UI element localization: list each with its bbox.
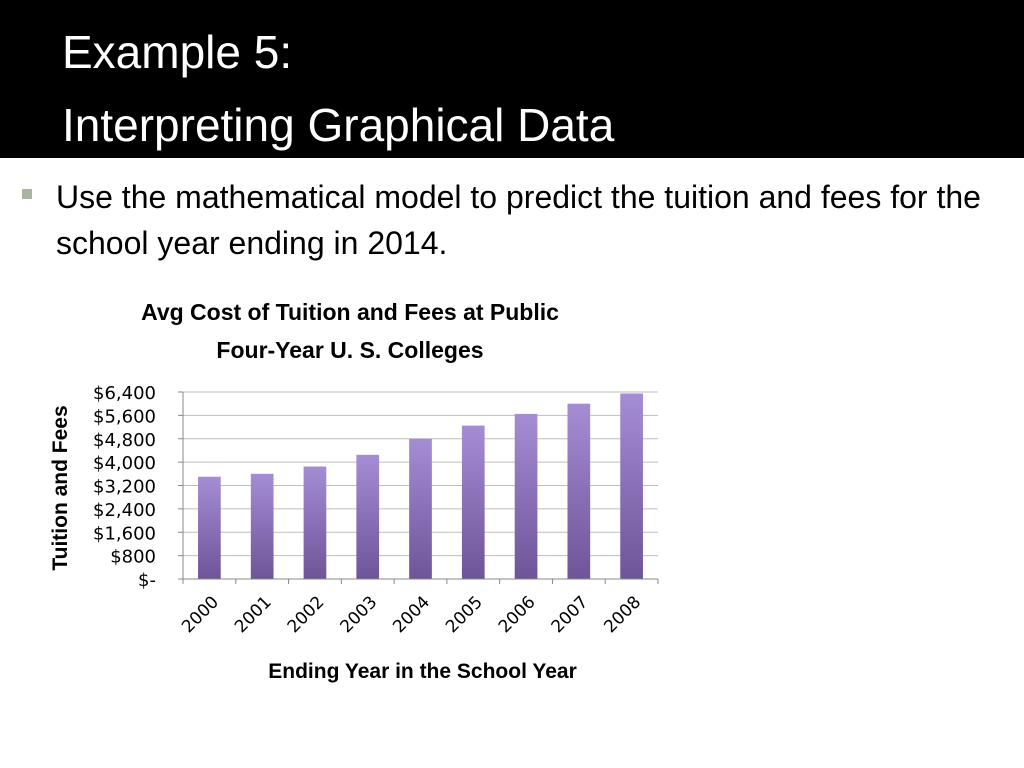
title-bar: Example 5: Interpreting Graphical Data: [0, 0, 1024, 158]
bar-2003: [356, 454, 380, 579]
chart-title-line-2: Four-Year U. S. Colleges: [216, 337, 484, 363]
y-axis-label-wrap: Tuition and Fees: [46, 395, 76, 580]
bar-2006: [514, 413, 538, 579]
y-tick-label: $2,400: [93, 500, 156, 521]
y-axis-label: Tuition and Fees: [49, 404, 72, 571]
bullet-text: Use the mathematical model to predict th…: [56, 179, 981, 261]
x-tick-label: 2006: [495, 592, 540, 637]
x-axis-label: Ending Year in the School Year: [268, 660, 577, 683]
chart-title-line-1: Avg Cost of Tuition and Fees at Public: [141, 299, 559, 325]
bar-2002: [303, 466, 327, 579]
y-tick-label: $3,200: [93, 477, 156, 498]
bar-2004: [409, 438, 432, 579]
x-tick-label: 2005: [442, 592, 487, 637]
bar-2005: [461, 425, 485, 579]
slide-title-line-2: Interpreting Graphical Data: [62, 99, 615, 151]
x-tick-label: 2001: [231, 592, 276, 637]
x-tick-label: 2004: [389, 592, 434, 637]
bullet-marker: [22, 189, 32, 199]
x-tick-label: 2003: [337, 592, 382, 637]
y-tick-label: $4,000: [93, 453, 156, 474]
bar-2001: [250, 473, 274, 579]
x-tick-label: 2002: [284, 592, 329, 637]
bar-2000: [198, 476, 221, 579]
y-tick-label: $1,600: [93, 523, 156, 544]
y-tick-label: $-: [138, 570, 156, 591]
y-tick-label: $5,600: [93, 406, 156, 427]
slide-title-line-1: Example 5:: [62, 26, 293, 78]
x-tick-label: 2007: [548, 592, 593, 637]
x-tick-label: 2000: [178, 592, 223, 637]
bar-2008: [620, 393, 643, 579]
y-tick-label: $4,800: [93, 430, 156, 451]
y-tick-label: $800: [110, 547, 156, 568]
y-tick-label: $6,400: [93, 383, 156, 404]
bar-2007: [567, 403, 591, 579]
x-tick-label: 2008: [600, 592, 645, 637]
